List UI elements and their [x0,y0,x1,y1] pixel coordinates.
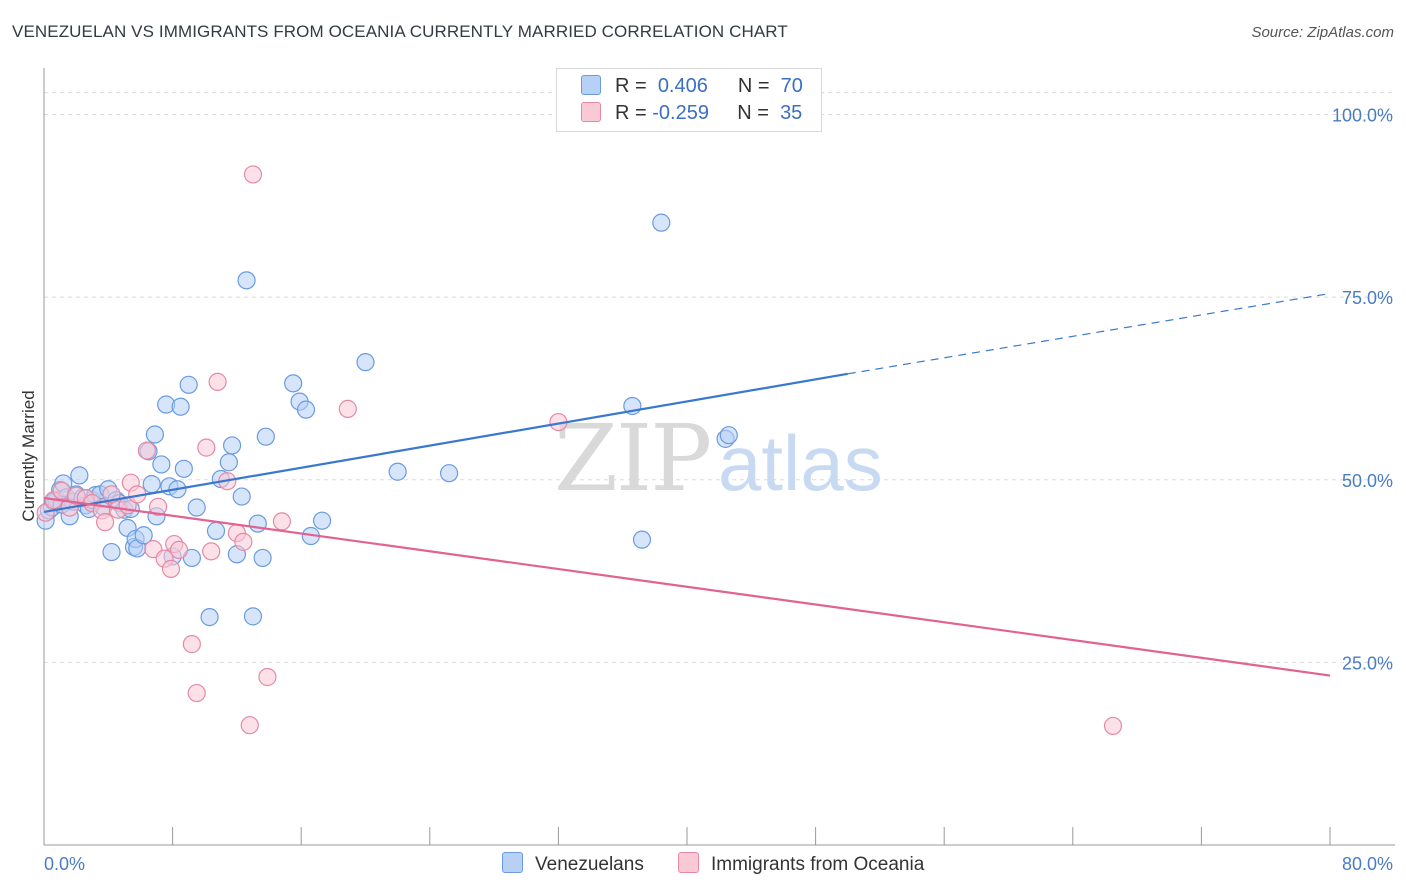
point-oceania [272,512,292,531]
r-value: -0.259 [652,102,709,124]
point-venezuelans [356,353,375,372]
legend-label: Immigrants from Oceania [711,854,925,875]
trend-lines [43,292,1331,677]
n-label: N = [737,102,769,124]
point-venezuelans [102,542,121,562]
point-venezuelans [248,514,267,533]
axes [43,68,1395,846]
tick-labels: 25.0% 50.0% 75.0% 100.0% 0.0% 80.0% [44,106,1393,874]
point-venezuelans [439,464,459,483]
point-venezuelans [171,397,190,416]
point-venezuelans [174,459,193,478]
point-venezuelans [632,530,652,549]
point-venezuelans [284,374,303,393]
source-credit: Source: ZipAtlas.com [1251,24,1394,41]
legend-row-venezuelans: R = 0.406 N = 70 [581,75,803,101]
point-venezuelans [70,466,89,485]
point-oceania [240,716,259,735]
point-venezuelans [187,498,206,517]
y-tick-label: 75.0% [1342,288,1393,308]
n-label: N = [737,75,770,97]
watermark-zip: ZIP [554,405,710,512]
legend-swatch-pink [581,102,601,122]
y-tick-label: 50.0% [1342,471,1393,491]
x-tick-label: 80.0% [1342,854,1393,874]
point-venezuelans [206,521,226,540]
point-venezuelans [219,453,238,472]
chart-title: VENEZUELAN VS IMMIGRANTS FROM OCEANIA CU… [12,22,788,41]
point-venezuelans [652,213,671,232]
legend-item-oceania: Immigrants from Oceania [678,852,924,876]
point-oceania [187,683,206,703]
trend-line-venezuelans [43,372,848,513]
point-oceania [169,540,189,559]
r-label: R = [615,75,647,97]
point-oceania [161,559,181,578]
n-value: 70 [780,75,803,97]
point-oceania [137,441,156,460]
legend-swatch-blue [581,75,601,95]
point-venezuelans [388,462,407,481]
point-venezuelans [296,400,316,419]
point-oceania [1103,716,1123,736]
point-oceania [243,165,263,184]
legend-swatch-pink [678,852,699,873]
point-oceania [182,635,201,654]
point-venezuelans [182,548,201,568]
point-venezuelans [719,426,738,445]
r-label: R = [615,102,647,124]
point-oceania [234,532,253,551]
point-venezuelans [312,511,332,530]
point-venezuelans [179,375,198,394]
point-venezuelans [222,436,242,455]
y-tick-label: 100.0% [1332,106,1393,126]
point-oceania [95,513,115,532]
legend-swatch-blue [502,852,523,873]
x-tick-label: 0.0% [44,854,85,874]
point-venezuelans [256,427,275,446]
legend-row-oceania: R = -0.259 N = 35 [581,102,802,128]
r-value: 0.406 [657,75,708,97]
point-oceania [149,497,168,516]
point-venezuelans [152,455,171,474]
point-venezuelans [243,607,263,626]
legend-item-venezuelans: Venezuelans [502,852,644,876]
trend-line-venezuelans-extension [847,292,1331,375]
legend-label: Venezuelans [535,854,644,875]
point-oceania [338,399,357,419]
point-oceania [197,438,216,457]
point-venezuelans [232,487,251,506]
point-venezuelans [142,475,161,494]
point-venezuelans [253,548,272,568]
point-venezuelans [200,607,219,627]
watermark-atlas: atlas [718,419,883,507]
point-venezuelans [134,526,153,545]
point-venezuelans [237,271,256,290]
point-oceania [208,372,227,391]
y-tick-label: 25.0% [1342,653,1393,673]
point-venezuelans [145,425,165,444]
point-oceania [202,542,221,561]
trend-line-oceania [43,496,1331,677]
point-oceania [258,667,277,687]
correlation-legend: R = 0.406 N = 70 R = -0.259 N = 35 [556,68,822,132]
y-axis-label: Currently Married [19,390,38,521]
n-value: 35 [780,102,803,124]
